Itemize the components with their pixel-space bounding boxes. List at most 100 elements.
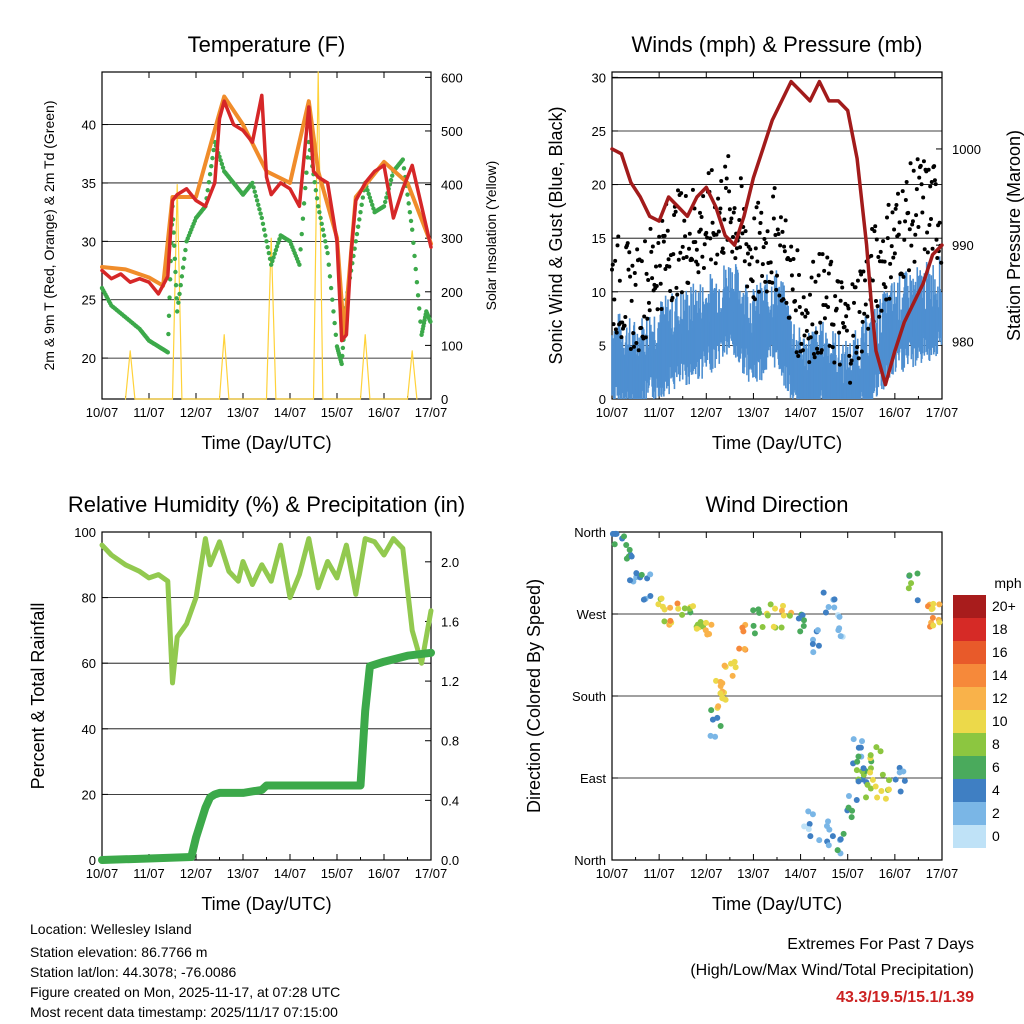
winds-gust-point	[628, 346, 633, 351]
winds-gust-point	[848, 380, 853, 385]
temp-series-solar	[124, 71, 418, 400]
temp-ylabel-right: Solar Insolation (Yellow)	[483, 161, 499, 311]
winds-gust-point	[694, 259, 699, 264]
dir-point	[872, 783, 879, 790]
dir-point	[707, 732, 714, 739]
winds-gust-point	[848, 361, 853, 366]
winds-gust-point	[683, 193, 688, 198]
winds-gust-point	[634, 341, 639, 346]
winds-gust-point	[883, 285, 888, 290]
winds-gust-point	[795, 248, 800, 253]
temp-td-point	[384, 195, 389, 200]
temp-td-point	[354, 231, 360, 237]
winds-xtick-label: 17/07	[926, 405, 959, 420]
winds-gust-point	[718, 206, 723, 211]
dir-legend-label: 20+	[992, 598, 1016, 614]
winds-gust-point	[815, 346, 820, 351]
winds-gust-point	[782, 249, 787, 254]
winds-gust-point	[772, 186, 777, 191]
dir-point	[679, 611, 686, 618]
winds-gust-point	[671, 252, 676, 257]
winds-gust-point	[787, 315, 792, 320]
winds-gust-point	[891, 255, 896, 260]
dir-point	[659, 603, 666, 610]
temp-td-point	[251, 185, 256, 190]
dir-point	[702, 627, 709, 634]
winds-gust-point	[727, 207, 732, 212]
dir-point	[930, 600, 937, 607]
winds-gust-point	[722, 217, 727, 222]
winds-gust-point	[760, 262, 765, 267]
winds-gust-point	[763, 279, 768, 284]
dir-point	[882, 795, 889, 802]
dir-point	[741, 645, 748, 652]
winds-gust-point	[784, 300, 789, 305]
winds-gust-point	[709, 257, 713, 262]
dir-point	[840, 830, 847, 837]
dir-point	[801, 823, 808, 830]
temp-series-9m	[100, 94, 433, 337]
dir-point	[767, 601, 774, 608]
temp-td-point	[253, 193, 259, 199]
temp-td-point	[411, 240, 416, 245]
winds-gust-point	[831, 322, 836, 327]
dir-point	[728, 660, 735, 667]
winds-gust-point	[759, 210, 764, 215]
winds-gust-point	[765, 229, 770, 234]
winds-gust-point	[761, 245, 766, 250]
winds-gust-point	[731, 210, 736, 215]
winds-gust-point	[693, 239, 698, 244]
winds-gust-point	[862, 311, 867, 316]
dir-point	[697, 619, 704, 626]
dir-point	[795, 615, 802, 622]
winds-gust-point	[876, 254, 881, 259]
winds-gust-point	[715, 252, 720, 257]
dir-legend-label: 4	[992, 782, 1000, 798]
winds-xtick-label: 10/07	[596, 405, 629, 420]
dir-xtick-label: 17/07	[926, 866, 959, 881]
winds-gust-point	[679, 191, 684, 196]
winds-gust-point	[830, 345, 835, 350]
winds-gust-point	[739, 184, 744, 189]
winds-gust-point	[657, 263, 662, 268]
dir-legend-label: 18	[992, 621, 1008, 637]
winds-gust-point	[888, 261, 893, 266]
winds-gust-point	[807, 360, 812, 365]
rh-series-rainfall	[98, 648, 435, 864]
winds-gust-point	[690, 257, 695, 262]
rh-ytick-label: 20	[82, 787, 96, 802]
dir-legend-swatch	[953, 618, 986, 641]
dir-point	[800, 617, 807, 624]
winds-gust-point	[926, 167, 931, 172]
winds-gust-point	[915, 157, 920, 162]
winds-gust-point	[914, 213, 919, 218]
dir-point	[814, 627, 821, 634]
dir-point	[770, 623, 777, 630]
dir-point	[815, 642, 822, 649]
winds-gust-point	[881, 282, 886, 287]
winds-gust-point	[728, 220, 733, 225]
dir-point	[879, 771, 886, 778]
temp-td-point	[260, 221, 266, 227]
dir-point	[714, 714, 721, 721]
winds-gust-point	[873, 224, 878, 229]
winds-gust-point	[849, 358, 854, 363]
winds-gust-point	[749, 255, 754, 260]
dir-point	[863, 794, 870, 801]
dir-point	[806, 821, 813, 828]
temp-td-point	[269, 262, 274, 267]
winds-gust-point	[666, 257, 671, 262]
dir-point	[713, 677, 720, 684]
winds-gust-point	[859, 272, 864, 277]
winds-gust-point	[808, 292, 812, 297]
dir-point	[810, 649, 817, 656]
temp-xtick-label: 15/07	[321, 405, 354, 420]
winds-gust-point	[842, 324, 847, 329]
temp-td-point	[219, 161, 225, 167]
dir-plot-frame	[611, 531, 943, 861]
winds-gust-point	[838, 298, 843, 303]
winds-gust-point	[769, 270, 774, 275]
temp-td-point	[332, 320, 337, 326]
dir-point	[896, 764, 903, 771]
dir-point	[860, 765, 867, 772]
